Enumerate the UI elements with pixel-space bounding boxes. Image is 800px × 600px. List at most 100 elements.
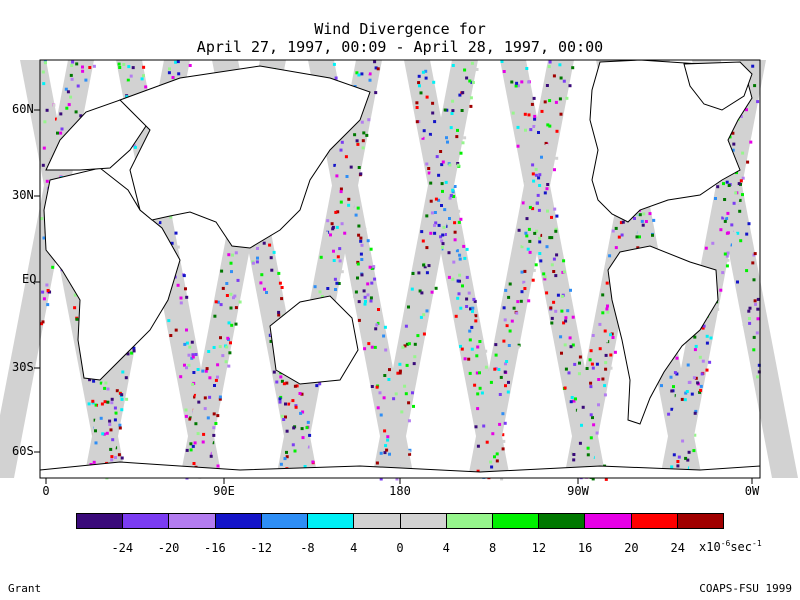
swath-speck	[403, 384, 407, 388]
swath-speck	[356, 262, 360, 266]
swath-speck	[476, 469, 480, 473]
swath-speck	[446, 140, 449, 144]
swath-speck	[603, 329, 607, 333]
swath-speck	[42, 82, 46, 86]
swath-speck	[590, 362, 594, 366]
swath-speck	[465, 275, 469, 279]
swath-speck	[284, 402, 287, 406]
swath-speck	[433, 211, 437, 214]
swath-speck	[351, 283, 355, 287]
swath-speck	[349, 165, 353, 169]
swath-speck	[560, 351, 563, 355]
swath-speck	[362, 131, 366, 135]
swath-speck	[432, 245, 436, 249]
swath-speck	[392, 397, 396, 401]
swath-speck	[484, 365, 488, 369]
swath-speck	[667, 412, 671, 416]
swath-speck	[538, 159, 542, 163]
swath-speck	[202, 432, 206, 436]
swath-speck	[537, 131, 540, 134]
swath-speck	[234, 306, 238, 310]
swath-speck	[334, 76, 338, 80]
swath-speck	[174, 60, 178, 64]
swath-speck	[110, 397, 114, 401]
swath-speck	[588, 441, 592, 445]
swath-speck	[44, 61, 47, 65]
swath-speck	[548, 99, 552, 103]
swath-speck	[611, 229, 615, 233]
swath-speck	[589, 349, 593, 353]
swath-speck	[363, 227, 367, 231]
swath-speck	[505, 324, 509, 328]
swath-speck	[756, 307, 760, 311]
swath-speck	[503, 370, 507, 374]
swath-speck	[401, 345, 405, 349]
swath-speck	[378, 391, 382, 395]
swath-speck	[118, 423, 122, 427]
swath-speck	[124, 376, 128, 380]
swath-speck	[448, 196, 452, 200]
swath-speck	[170, 241, 174, 245]
swath-speck	[388, 368, 391, 372]
swath-speck	[343, 217, 347, 221]
swath-speck	[221, 354, 225, 358]
swath-speck	[231, 253, 234, 257]
swath-speck	[355, 139, 359, 143]
colorbar-label: 4	[442, 541, 450, 555]
swath-speck	[280, 379, 284, 383]
swath-speck	[535, 201, 539, 205]
swath-speck	[336, 210, 340, 214]
swath-speck	[572, 458, 576, 462]
swath-speck	[280, 286, 284, 289]
swath-speck	[501, 433, 505, 437]
swath-speck	[191, 353, 195, 357]
lat-label-30s: 30S	[12, 360, 34, 374]
swath-speck	[390, 399, 393, 403]
swath-speck	[480, 391, 484, 395]
swath-speck	[595, 431, 599, 435]
swath-speck	[50, 129, 54, 133]
swath-speck	[425, 271, 429, 275]
swath-speck	[360, 72, 364, 76]
colorbar-label: 24	[670, 541, 685, 555]
swath-speck	[676, 464, 680, 468]
swath-speck	[424, 76, 428, 80]
colorbar-label: 8	[488, 541, 497, 555]
swath-speck	[102, 432, 106, 436]
swath-speck	[736, 231, 740, 235]
swath-speck	[452, 260, 456, 264]
swath-speck	[553, 168, 556, 172]
swath-speck	[454, 314, 458, 318]
swath-speck	[339, 200, 343, 204]
swath-speck	[332, 295, 336, 299]
swath-speck	[45, 283, 49, 287]
swath-speck	[267, 61, 270, 65]
swath-speck	[756, 100, 760, 104]
swath-speck	[467, 291, 471, 295]
swath-speck	[523, 287, 527, 290]
swath-speck	[569, 288, 572, 292]
map-title-line1: Wind Divergence for	[314, 20, 486, 38]
swath-speck	[463, 136, 467, 140]
swath-speck	[387, 378, 391, 381]
swath-speck	[468, 329, 472, 333]
swath-speck	[203, 396, 207, 400]
swath-speck	[126, 352, 130, 356]
swath-speck	[291, 399, 295, 403]
swath-speck	[192, 371, 196, 374]
swath-speck	[370, 385, 374, 388]
swath-speck	[528, 239, 532, 243]
footer-author: Grant	[8, 582, 42, 595]
swath-speck	[475, 354, 479, 358]
swath-speck	[452, 195, 456, 198]
swath-speck	[422, 263, 426, 267]
swath-speck	[457, 220, 461, 224]
swath-speck	[69, 73, 73, 77]
swath-speck	[281, 402, 284, 406]
swath-speck	[366, 282, 370, 286]
swath-speck	[574, 397, 577, 401]
swath-speck	[214, 300, 218, 304]
swath-speck	[375, 461, 379, 465]
swath-speck	[723, 214, 727, 218]
swath-speck	[428, 132, 432, 136]
